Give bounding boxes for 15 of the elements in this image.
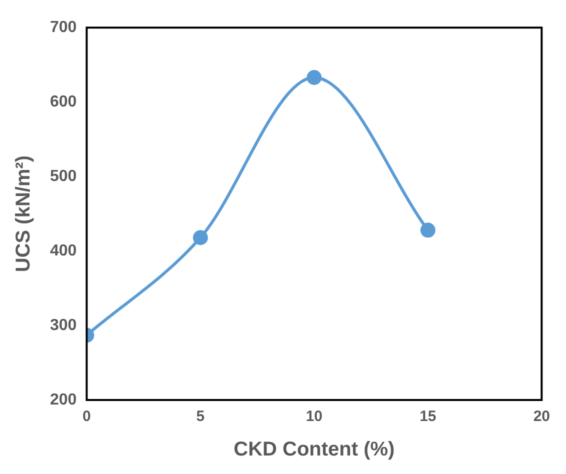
y-tick-label: 300 [50,316,77,334]
y-tick-label: 600 [50,93,77,110]
x-axis-title: CKD Content (%) [234,438,395,461]
x-tick-label: 5 [196,408,205,426]
point [306,70,322,85]
x-tick-label: 10 [306,408,323,426]
y-axis-title: UCS (kN/m²) [12,155,35,272]
x-tick-label: 15 [420,408,436,426]
point [420,222,436,238]
y-tick-label: 700 [50,19,77,36]
x-tick-label: 0 [82,408,91,426]
y-tick-label: 500 [50,168,77,185]
y-tick-label: 200 [50,391,77,408]
x-tick-label: 20 [533,408,550,426]
y-tick-label: 400 [50,242,77,260]
